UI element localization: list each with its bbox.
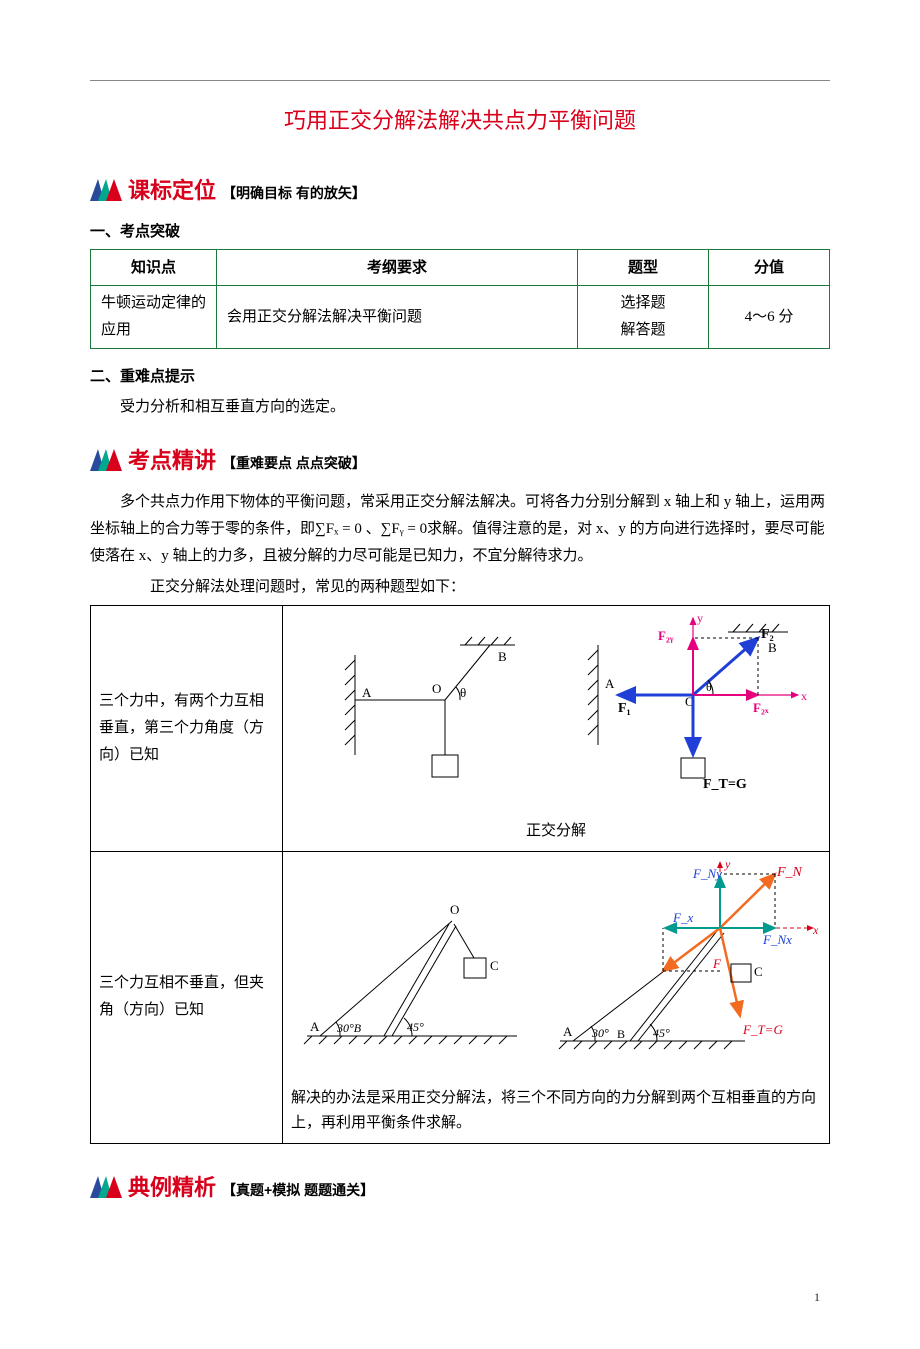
page-title: 巧用正交分解法解决共点力平衡问题 <box>90 101 830 141</box>
section-kdjj: 考点精讲 【重难要点 点点突破】 <box>90 441 830 481</box>
flag-icon <box>90 1176 122 1198</box>
svg-text:y: y <box>697 611 703 625</box>
svg-text:30°: 30° <box>591 1026 609 1040</box>
table-row: 三个力互相不垂直，但夹角（方向）已知 <box>91 851 830 1143</box>
svg-text:B: B <box>617 1027 625 1041</box>
svg-text:F₂ₓ: F₂ₓ <box>753 700 769 715</box>
section-dljx: 典例精析 【真题+模拟 题题通关】 <box>90 1168 830 1208</box>
td-kp: 牛顿运动定律的应用 <box>91 286 217 349</box>
th-kp: 知识点 <box>91 250 217 286</box>
subheading-2: 二、重难点提示 <box>90 363 830 390</box>
svg-text:A: A <box>310 1019 320 1034</box>
th-type: 题型 <box>578 250 709 286</box>
flag-icon <box>90 449 122 471</box>
svg-text:θ: θ <box>706 680 712 694</box>
svg-text:F_Ny: F_Ny <box>692 866 722 881</box>
diagram-1-left: A B O <box>283 606 556 814</box>
row1-diagram-cell: A B O <box>283 605 830 851</box>
svg-text:F_T=G: F_T=G <box>742 1022 783 1037</box>
svg-text:F_N: F_N <box>776 865 803 880</box>
row1-left: 三个力中，有两个力互相垂直，第三个力角度（方向）已知 <box>91 605 283 851</box>
svg-text:F_x: F_x <box>672 910 693 925</box>
row2-diagram-cell: A 30°B 45° O <box>283 851 830 1143</box>
diagram-2-right: A 30° B 45° <box>541 852 829 1080</box>
svg-text:θ: θ <box>460 685 466 700</box>
table-header-row: 知识点 考纲要求 题型 分值 <box>91 250 830 286</box>
row2-note: 解决的办法是采用正交分解法，将三个不同方向的力分解到两个互相垂直的方向上，再利用… <box>283 1080 829 1143</box>
svg-text:F_T=G: F_T=G <box>703 777 747 792</box>
eq-sep: 、 <box>362 521 381 537</box>
svg-text:45°: 45° <box>407 1020 424 1034</box>
td-type2: 解答题 <box>588 317 698 344</box>
page-number: 1 <box>90 1287 830 1309</box>
svg-text:F: F <box>712 956 722 971</box>
table-row: 牛顿运动定律的应用 会用正交分解法解决平衡问题 选择题 解答题 4～6 分 <box>91 286 830 349</box>
banner-sub-dljx: 【真题+模拟 题题通关】 <box>222 1178 374 1203</box>
svg-text:F_Nx: F_Nx <box>762 932 792 947</box>
svg-text:x: x <box>812 923 819 937</box>
exam-table: 知识点 考纲要求 题型 分值 牛顿运动定律的应用 会用正交分解法解决平衡问题 选… <box>90 249 830 349</box>
td-type1: 选择题 <box>588 290 698 317</box>
banner-sub-kbdw: 【明确目标 有的放矢】 <box>222 181 366 206</box>
para2: 正交分解法处理问题时，常见的两种题型如下： <box>90 574 830 601</box>
banner-title-dljx: 典例精析 <box>128 1168 216 1208</box>
svg-text:C: C <box>490 958 499 973</box>
svg-text:y: y <box>724 857 731 871</box>
svg-text:45°: 45° <box>653 1026 670 1040</box>
top-rule <box>90 80 830 81</box>
diagram-table: 三个力中，有两个力互相垂直，第三个力角度（方向）已知 <box>90 605 830 1144</box>
svg-text:O: O <box>432 681 441 696</box>
row2-left: 三个力互相不垂直，但夹角（方向）已知 <box>91 851 283 1143</box>
td-req: 会用正交分解法解决平衡问题 <box>217 286 578 349</box>
th-score: 分值 <box>709 250 830 286</box>
th-req: 考纲要求 <box>217 250 578 286</box>
td-score: 4～6 分 <box>709 286 830 349</box>
svg-text:C: C <box>754 964 763 979</box>
svg-text:F₂ᵧ: F₂ᵧ <box>658 628 674 643</box>
banner-sub-kdjj: 【重难要点 点点突破】 <box>222 451 366 476</box>
para1: 多个共点力作用下物体的平衡问题，常采用正交分解法解决。可将各力分别分解到 x 轴… <box>90 489 830 570</box>
eq2: ∑Fᵧ = 0 <box>381 521 427 537</box>
row1-caption: 正交分解 <box>283 814 829 851</box>
diagram-1-right: A B <box>556 606 829 814</box>
svg-text:B: B <box>768 640 777 655</box>
svg-text:A: A <box>605 676 615 691</box>
table-row: 三个力中，有两个力互相垂直，第三个力角度（方向）已知 <box>91 605 830 851</box>
svg-text:F₁: F₁ <box>618 701 631 716</box>
svg-text:A: A <box>563 1024 573 1039</box>
svg-text:x: x <box>801 689 807 703</box>
subheading-1: 一、考点突破 <box>90 218 830 245</box>
diagram-2-left: A 30°B 45° O <box>283 852 541 1080</box>
svg-text:O: O <box>450 902 459 917</box>
banner-title-kdjj: 考点精讲 <box>128 441 216 481</box>
svg-text:A: A <box>362 685 372 700</box>
svg-text:F₂: F₂ <box>761 627 774 642</box>
flag-icon <box>90 179 122 201</box>
td-type: 选择题 解答题 <box>578 286 709 349</box>
section-kbdw: 课标定位 【明确目标 有的放矢】 <box>90 171 830 211</box>
banner-title-kbdw: 课标定位 <box>128 171 216 211</box>
eq1: ∑Fₓ = 0 <box>315 521 362 537</box>
hint-text: 受力分析和相互垂直方向的选定。 <box>90 394 830 421</box>
svg-text:B: B <box>498 649 507 664</box>
svg-text:30°B: 30°B <box>336 1021 362 1035</box>
